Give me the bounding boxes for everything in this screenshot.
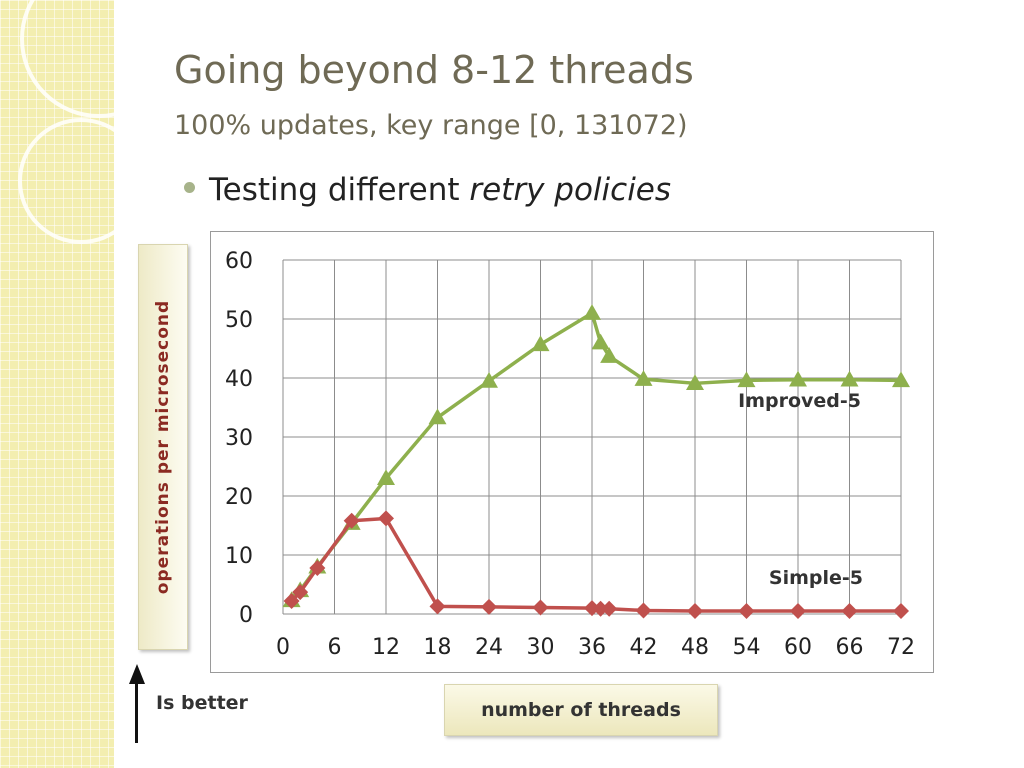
- bullet-item: Testing different retry policies: [184, 172, 671, 208]
- x-tick-label: 54: [733, 635, 761, 660]
- x-tick-label: 60: [784, 635, 812, 660]
- x-tick-label: 48: [681, 635, 709, 660]
- series-layer: [282, 304, 910, 620]
- data-point-triangle: [480, 371, 498, 388]
- y-tick-label: 50: [225, 308, 253, 333]
- chart-frame: 0 10 20 30 40 50 60 0 6 12 18 24 30 36 42 48 54 60 66 72 Im…: [210, 231, 934, 673]
- bullet-text: Testing different: [209, 172, 470, 208]
- decorative-side-strip: [0, 0, 178, 768]
- y-tick-label: 0: [239, 603, 253, 628]
- decorative-ring: [18, 118, 144, 244]
- x-tick-label: 12: [372, 635, 400, 660]
- series-line: [290, 516, 901, 613]
- series-label: Simple-5: [769, 567, 863, 589]
- is-better-label: Is better: [156, 692, 248, 714]
- y-axis-label-box: operations per microsecond: [138, 244, 188, 650]
- x-tick-label: 30: [527, 635, 555, 660]
- data-point-diamond: [601, 600, 618, 617]
- data-point-diamond: [309, 559, 326, 576]
- decorative-ring: [20, 0, 178, 118]
- data-point-triangle: [789, 370, 807, 387]
- data-point-diamond: [378, 510, 394, 527]
- y-tick-label: 40: [225, 367, 253, 392]
- tick-layer: 0 10 20 30 40 50 60 0 6 12 18 24 30 36 42 48 54 60 66 72: [225, 249, 915, 660]
- data-point-triangle: [583, 304, 601, 320]
- x-tick-label: 72: [887, 635, 915, 660]
- y-tick-label: 30: [225, 426, 253, 451]
- x-tick-label: 42: [630, 635, 658, 660]
- x-tick-label: 36: [578, 635, 606, 660]
- x-tick-label: 66: [836, 635, 864, 660]
- bullet-text-italic: retry policies: [469, 172, 672, 208]
- data-point-diamond: [592, 600, 609, 617]
- data-point-diamond: [687, 603, 703, 620]
- data-point-triangle: [634, 370, 653, 386]
- data-point-triangle: [600, 347, 619, 363]
- data-point-diamond: [292, 584, 309, 601]
- x-axis-label-box: number of threads: [444, 684, 718, 736]
- y-tick-label: 10: [225, 544, 253, 569]
- data-point-diamond: [532, 599, 549, 616]
- data-point-diamond: [429, 598, 446, 615]
- y-tick-label: 60: [225, 249, 253, 274]
- data-point-diamond: [343, 512, 360, 529]
- series-line: [290, 311, 902, 602]
- slide-title: Going beyond 8-12 threads: [174, 48, 694, 92]
- x-tick-label: 18: [424, 635, 452, 660]
- data-point-diamond: [635, 602, 652, 619]
- data-point-triangle: [428, 408, 447, 425]
- data-point-diamond: [841, 603, 858, 620]
- series-label-layer: Improved-5 Simple-5: [738, 390, 863, 589]
- series-label: Improved-5: [738, 390, 861, 412]
- data-point-triangle: [377, 469, 395, 486]
- data-point-triangle: [531, 335, 550, 352]
- data-point-diamond: [738, 603, 755, 620]
- data-point-triangle: [591, 333, 610, 350]
- data-point-diamond: [893, 603, 909, 620]
- x-tick-label: 24: [475, 635, 503, 660]
- x-tick-label: 0: [276, 635, 290, 660]
- y-tick-label: 20: [225, 485, 253, 510]
- data-point-triangle: [892, 371, 910, 388]
- bullet-dot-icon: [184, 182, 195, 193]
- data-point-diamond: [283, 593, 300, 610]
- data-point-diamond: [790, 603, 806, 620]
- up-arrow-icon: [129, 664, 145, 684]
- data-point-triangle: [737, 371, 756, 388]
- y-axis-label: operations per microsecond: [153, 299, 173, 595]
- x-axis-label: number of threads: [481, 699, 681, 721]
- line-chart: 0 10 20 30 40 50 60 0 6 12 18 24 30 36 42 48 54 60 66 72 Im…: [225, 249, 915, 660]
- data-point-triangle: [840, 370, 859, 387]
- x-tick-label: 6: [328, 635, 342, 660]
- data-point-diamond: [481, 598, 497, 615]
- up-arrow-shaft: [135, 682, 138, 743]
- data-point-triangle: [686, 374, 704, 391]
- slide-subtitle: 100% updates, key range [0, 131072): [174, 110, 688, 141]
